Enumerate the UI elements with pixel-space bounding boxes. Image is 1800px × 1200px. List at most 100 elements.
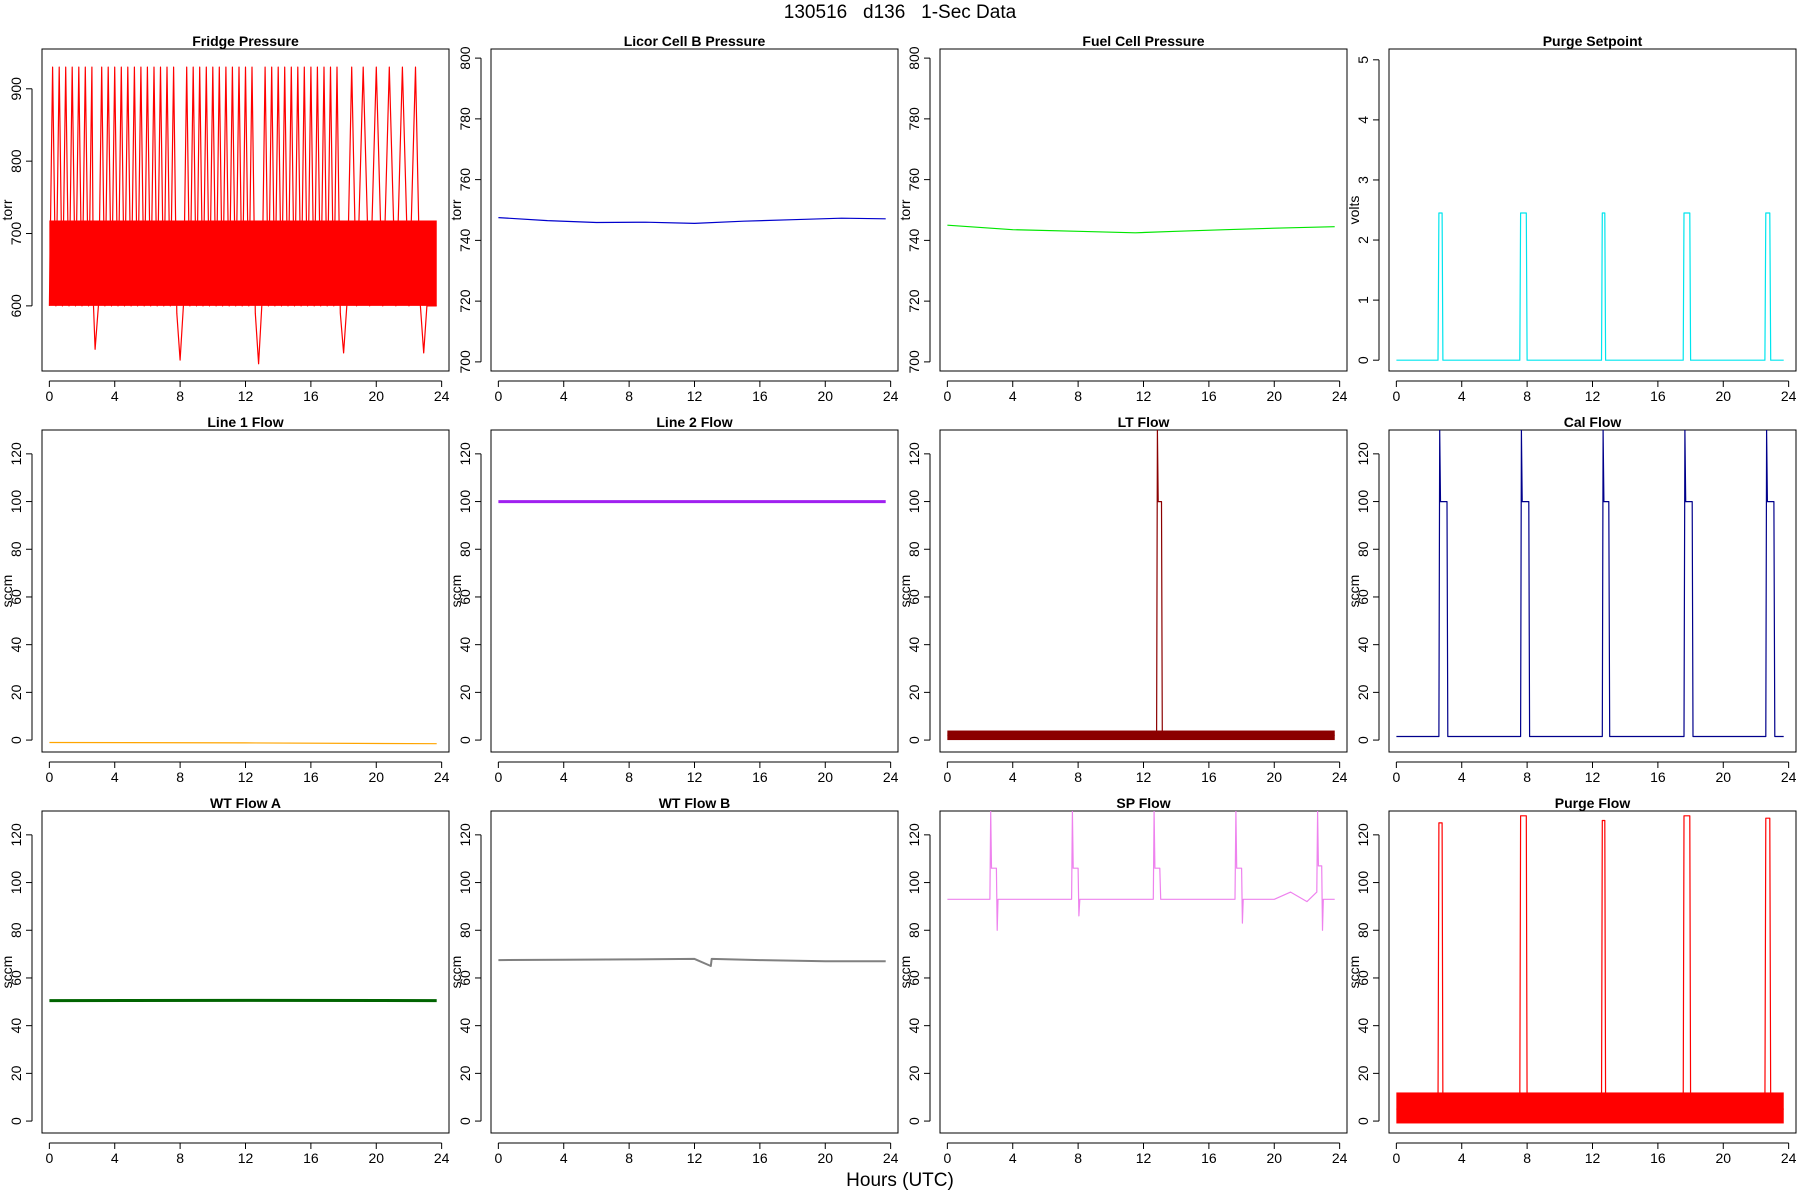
chart-title: WT Flow B (659, 795, 731, 811)
y-tick-label: 0 (1355, 736, 1371, 744)
x-tick-label: 16 (1650, 388, 1666, 404)
y-tick-label: 60 (8, 970, 24, 986)
y-tick-label: 0 (457, 736, 473, 744)
x-tick-label: 24 (1332, 769, 1348, 785)
x-tick-label: 24 (883, 1150, 899, 1166)
x-tick-label: 12 (1585, 1150, 1601, 1166)
series-line (1396, 430, 1784, 738)
x-tick-label: 4 (1458, 769, 1466, 785)
x-tick-label: 20 (1715, 769, 1731, 785)
x-tick-label: 20 (1266, 1150, 1282, 1166)
chart-title: LT Flow (1118, 414, 1170, 430)
chart-title: Line 2 Flow (656, 414, 732, 430)
x-tick-label: 0 (494, 1150, 502, 1166)
y-tick-label: 0 (8, 1117, 24, 1125)
y-tick-label: 120 (906, 823, 922, 847)
x-tick-label: 16 (1201, 388, 1217, 404)
x-tick-label: 16 (1201, 1150, 1217, 1166)
y-tick-label: 100 (8, 490, 24, 514)
x-tick-label: 4 (111, 1150, 119, 1166)
plot-area (49, 741, 437, 745)
x-tick-label: 20 (368, 769, 384, 785)
y-tick-label: 60 (1355, 970, 1371, 986)
y-tick-label: 20 (1355, 1065, 1371, 1081)
plot-frame (41, 810, 450, 1134)
chart-title: Line 1 Flow (207, 414, 283, 430)
y-axis-label: sccm (897, 956, 913, 989)
y-tick-label: 4 (1355, 116, 1371, 124)
y-tick-label: 740 (457, 228, 473, 252)
y-tick-label: 120 (8, 442, 24, 466)
y-axis-label: volts (1346, 196, 1362, 225)
x-tick-label: 24 (434, 1150, 450, 1166)
y-tick-label: 60 (457, 589, 473, 605)
chart-title: Licor Cell B Pressure (624, 33, 766, 49)
x-tick-label: 8 (625, 1150, 633, 1166)
series-line (48, 66, 437, 365)
plot-frame (490, 429, 899, 753)
y-tick-label: 120 (1355, 442, 1371, 466)
figure-x-axis-label: Hours (UTC) (846, 1170, 954, 1191)
chart-title: Purge Flow (1555, 795, 1631, 811)
plot-frame (490, 48, 899, 372)
x-tick-label: 8 (625, 388, 633, 404)
x-tick-label: 20 (1266, 388, 1282, 404)
panel-7: Cal Flow sccm 0 4 8 12 16 20 24 0 20 40 60 80 100 120 (1346, 414, 1797, 785)
y-tick-label: 120 (457, 442, 473, 466)
y-tick-label: 720 (457, 289, 473, 313)
x-tick-label: 0 (45, 388, 53, 404)
x-tick-label: 16 (752, 388, 768, 404)
x-tick-label: 20 (1715, 1150, 1731, 1166)
panel-4: Line 1 Flow sccm 0 4 8 12 16 20 24 0 20 40 60 80 100 12… (0, 414, 450, 785)
y-tick-label: 120 (1355, 823, 1371, 847)
x-tick-label: 4 (1458, 1150, 1466, 1166)
panel-9: WT Flow B sccm 0 4 8 12 16 20 24 0 20 40 60 80 100 120 (448, 795, 899, 1166)
series-band (1396, 1092, 1784, 1124)
y-tick-label: 0 (457, 1117, 473, 1125)
x-tick-label: 8 (625, 769, 633, 785)
y-tick-label: 60 (906, 970, 922, 986)
y-tick-label: 20 (457, 1065, 473, 1081)
series-line (498, 957, 886, 967)
x-tick-label: 12 (1136, 1150, 1152, 1166)
x-tick-label: 8 (1523, 769, 1531, 785)
y-tick-label: 40 (906, 637, 922, 653)
y-tick-label: 800 (457, 46, 473, 70)
y-tick-label: 5 (1355, 56, 1371, 64)
x-tick-label: 8 (1074, 1150, 1082, 1166)
x-tick-label: 16 (1201, 769, 1217, 785)
y-tick-label: 760 (906, 168, 922, 192)
plot-frame (939, 48, 1348, 372)
x-tick-label: 8 (176, 1150, 184, 1166)
panel-11: Purge Flow sccm 0 4 8 12 16 20 24 0 20 40 60 80 100 120 (1346, 795, 1797, 1166)
plot-frame (939, 810, 1348, 1134)
x-tick-label: 16 (1650, 1150, 1666, 1166)
y-tick-label: 40 (457, 1018, 473, 1034)
x-tick-label: 20 (817, 388, 833, 404)
x-tick-label: 16 (752, 769, 768, 785)
y-tick-label: 60 (906, 589, 922, 605)
y-tick-label: 0 (1355, 356, 1371, 364)
x-tick-label: 20 (368, 1150, 384, 1166)
y-tick-label: 600 (8, 294, 24, 318)
x-tick-label: 8 (1074, 388, 1082, 404)
x-tick-label: 8 (176, 769, 184, 785)
x-tick-label: 16 (1650, 769, 1666, 785)
x-tick-label: 20 (817, 769, 833, 785)
y-tick-label: 700 (906, 350, 922, 374)
panel-8: WT Flow A sccm 0 4 8 12 16 20 24 0 20 40 60 80 100 120 (0, 795, 450, 1166)
x-tick-label: 20 (368, 388, 384, 404)
y-tick-label: 0 (906, 1117, 922, 1125)
y-tick-label: 40 (8, 637, 24, 653)
y-tick-label: 760 (457, 168, 473, 192)
y-axis-label: torr (448, 199, 464, 220)
x-tick-label: 0 (45, 769, 53, 785)
chart-title: Fridge Pressure (192, 33, 299, 49)
y-axis-label: torr (0, 199, 15, 220)
chart-title: Purge Setpoint (1543, 33, 1643, 49)
y-tick-label: 20 (906, 684, 922, 700)
y-tick-label: 800 (906, 46, 922, 70)
x-tick-label: 8 (176, 388, 184, 404)
